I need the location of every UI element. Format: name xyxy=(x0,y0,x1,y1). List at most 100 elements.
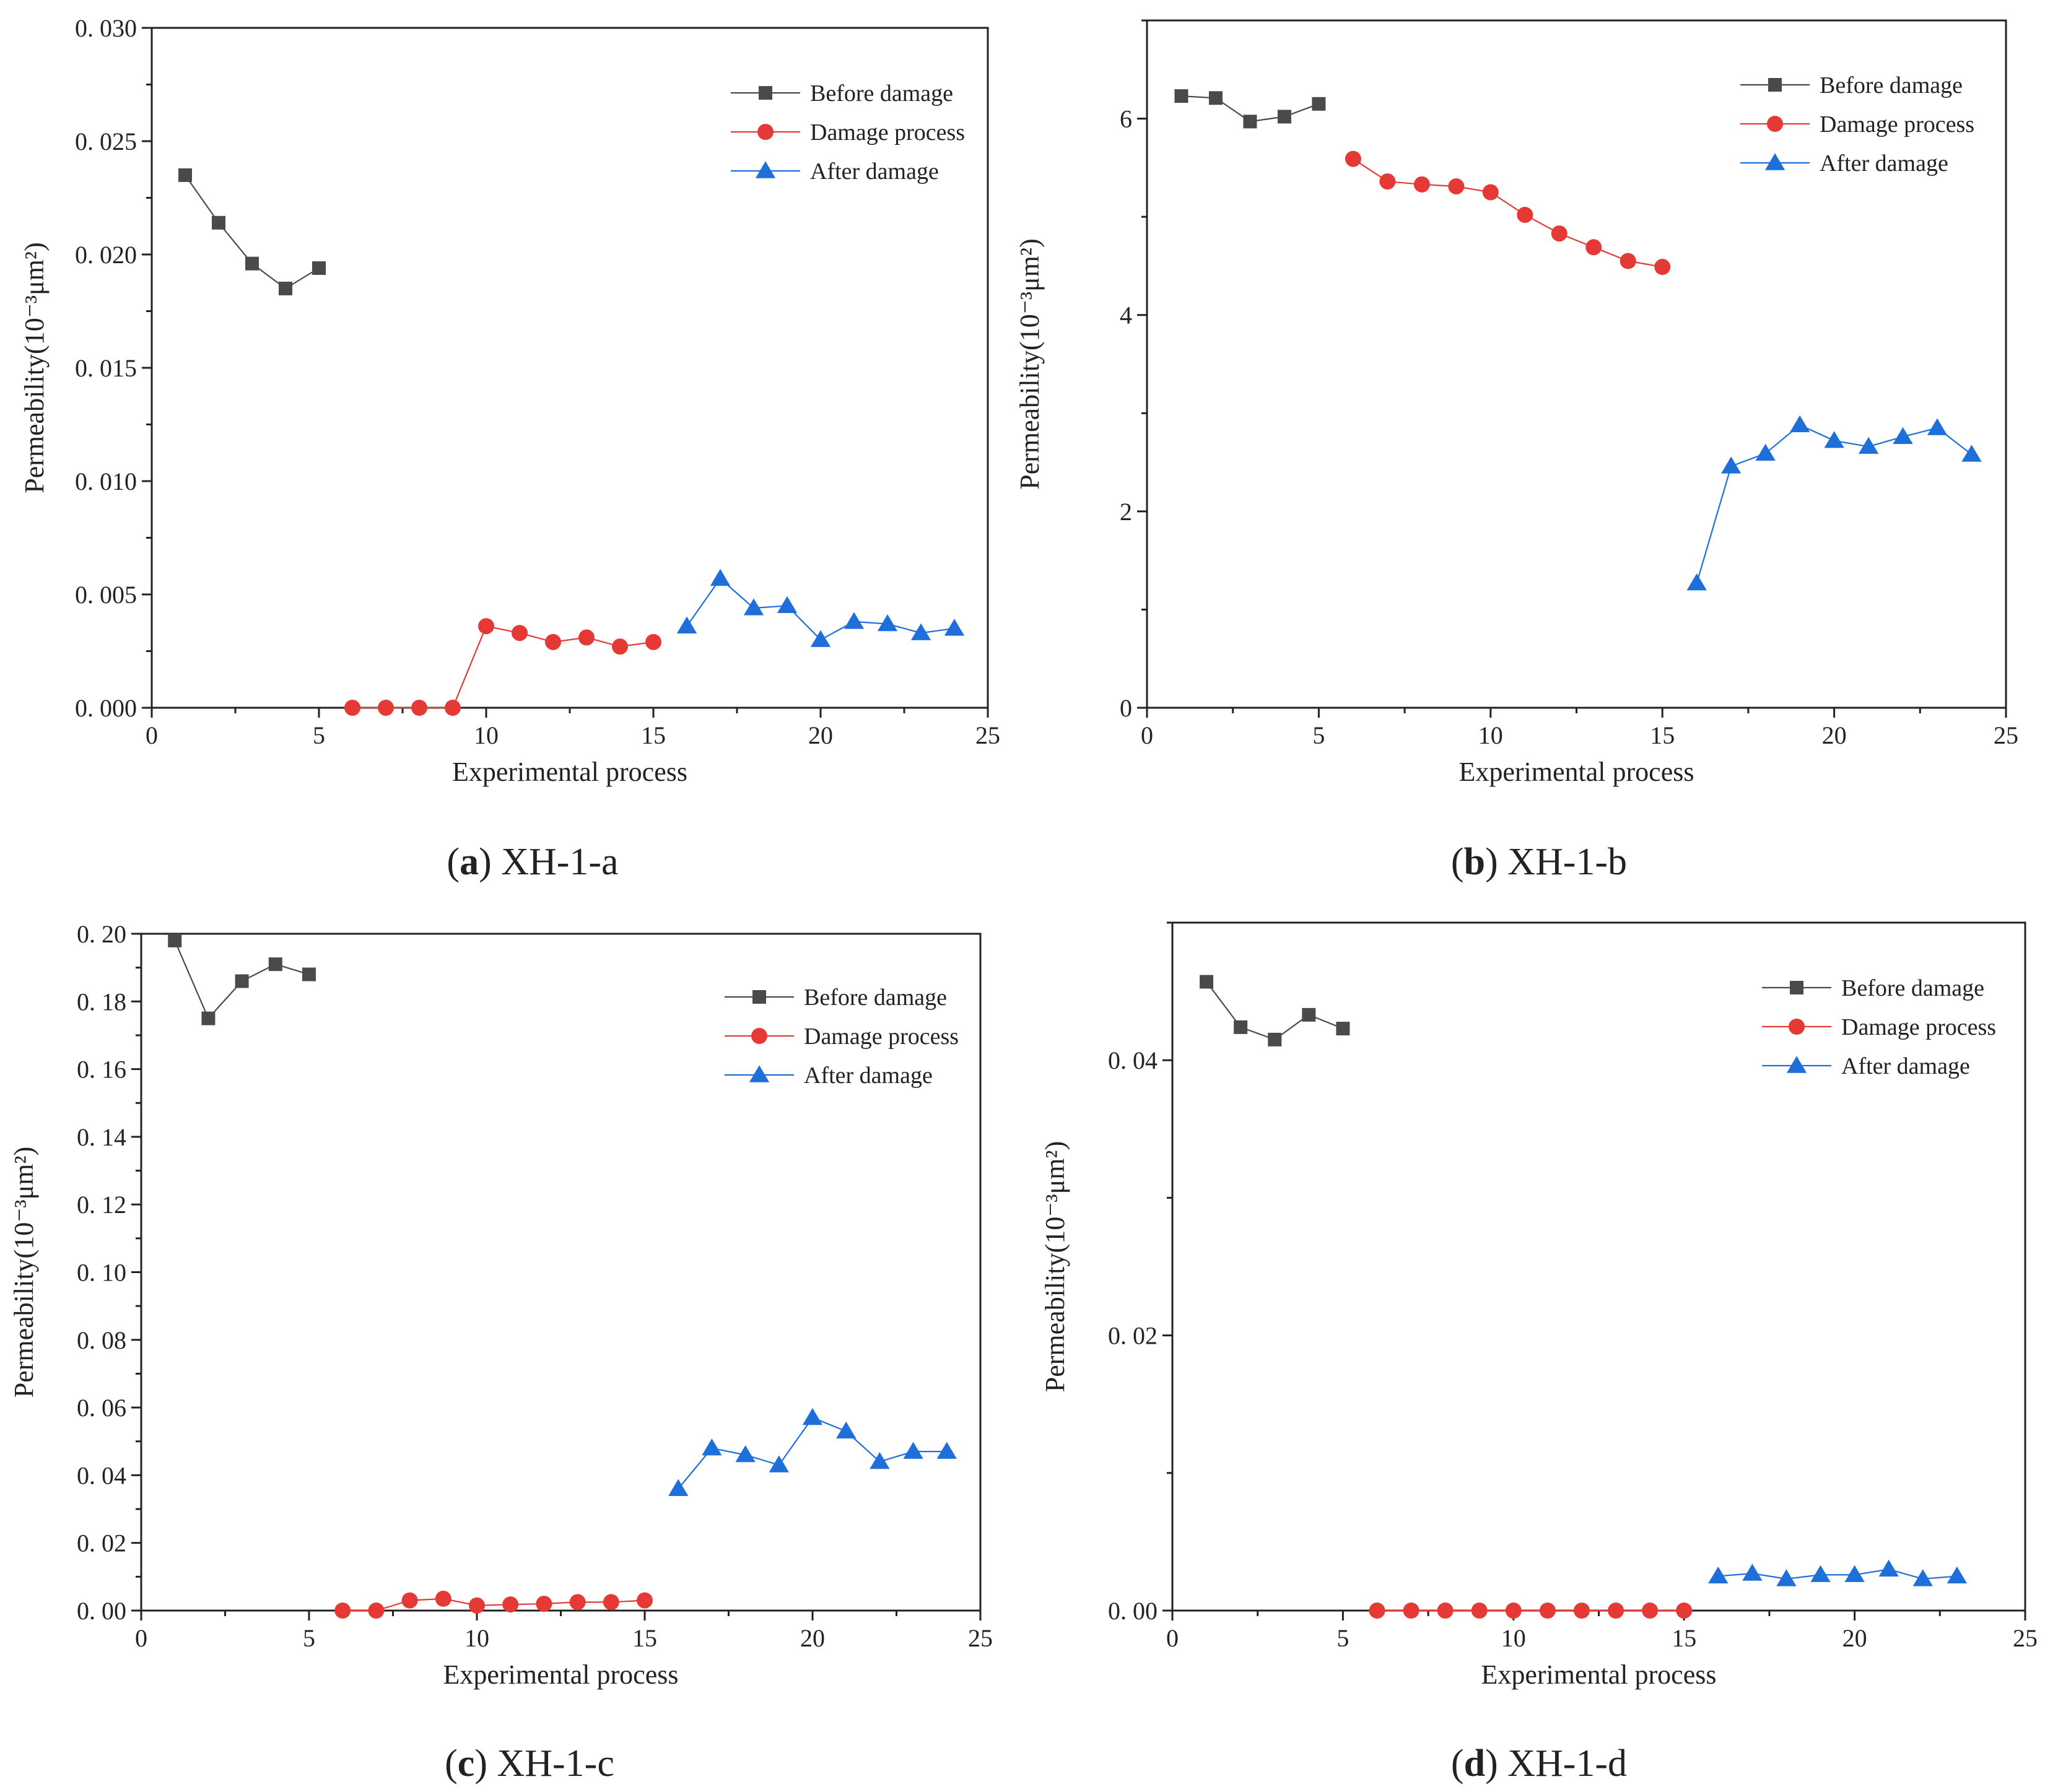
caption-letter: a xyxy=(460,841,479,883)
data-point xyxy=(1517,206,1533,223)
data-point xyxy=(944,619,965,636)
caption-text: XH-1-b xyxy=(1507,841,1627,883)
x-tick-label: 10 xyxy=(1478,721,1503,749)
data-point xyxy=(1721,456,1742,474)
y-tick-label: 0. 04 xyxy=(1108,1046,1158,1074)
data-point xyxy=(603,1594,619,1611)
legend: Before damage Damage process After damage xyxy=(1762,975,1996,1079)
x-tick-label: 25 xyxy=(1994,721,2018,749)
series-after-damage xyxy=(1686,415,1982,591)
legend: Before damage Damage process After damage xyxy=(1740,72,1974,176)
y-tick-label: 0. 08 xyxy=(77,1326,126,1354)
data-point xyxy=(344,700,360,716)
caption-close-paren: ) xyxy=(1485,1742,1507,1785)
data-point xyxy=(1174,89,1188,103)
data-point xyxy=(1608,1603,1624,1619)
data-point xyxy=(1448,178,1465,194)
y-tick-label: 0. 04 xyxy=(77,1461,126,1489)
caption-letter: d xyxy=(1464,1742,1485,1785)
y-tick-label: 0. 025 xyxy=(75,128,137,155)
data-point xyxy=(1336,1022,1350,1036)
series-before-damage xyxy=(1174,89,1326,129)
x-tick-label: 5 xyxy=(1336,1624,1349,1652)
data-point xyxy=(302,967,316,981)
y-tick-label: 0 xyxy=(1120,694,1132,722)
data-point xyxy=(777,596,798,613)
panel-caption: (c) XH-1-c xyxy=(445,1742,614,1785)
data-point xyxy=(1200,975,1214,989)
y-tick-label: 0. 18 xyxy=(77,988,126,1016)
data-point xyxy=(201,1011,216,1025)
data-point xyxy=(435,1590,451,1607)
data-point xyxy=(1403,1603,1419,1619)
series-before-damage xyxy=(168,933,316,1025)
data-point xyxy=(1620,253,1636,269)
data-point xyxy=(1893,427,1913,445)
data-point xyxy=(1369,1603,1385,1619)
series-line xyxy=(185,175,320,290)
legend-label: Damage process xyxy=(1820,111,1974,137)
x-tick-label: 0 xyxy=(135,1624,147,1652)
data-point xyxy=(235,974,249,988)
y-tick-label: 2 xyxy=(1120,498,1132,526)
x-tick-label: 5 xyxy=(303,1624,315,1652)
data-point xyxy=(1312,97,1326,111)
y-tick-label: 0. 020 xyxy=(75,241,137,269)
data-point xyxy=(702,1438,722,1456)
legend-label: Before damage xyxy=(810,80,953,107)
data-point xyxy=(334,1603,351,1619)
series-after-damage xyxy=(1708,1559,1967,1586)
y-tick-label: 0. 005 xyxy=(75,581,137,609)
x-tick-label: 15 xyxy=(641,721,666,749)
caption-letter: c xyxy=(458,1742,475,1785)
data-point xyxy=(1585,239,1602,256)
y-tick-label: 0. 000 xyxy=(75,694,137,722)
data-point xyxy=(245,256,259,271)
data-point xyxy=(1243,115,1257,129)
series-damage-process xyxy=(344,618,661,716)
chart-panel-XH-1-b: 0 5 10 15 20 25 0 2 4 6 Experimental process Permea… xyxy=(1014,19,2018,883)
data-point xyxy=(578,629,595,646)
data-point xyxy=(1277,110,1291,124)
legend-marker xyxy=(1786,1056,1807,1073)
y-tick-label: 0. 16 xyxy=(77,1056,126,1084)
x-tick-label: 25 xyxy=(968,1624,993,1652)
data-point xyxy=(1912,1569,1933,1586)
series-after-damage xyxy=(676,568,965,647)
caption-open-paren: ( xyxy=(447,841,460,883)
data-point xyxy=(676,616,697,633)
data-point xyxy=(1437,1603,1454,1619)
panel-caption: (b) XH-1-b xyxy=(1451,841,1627,883)
legend-marker xyxy=(752,990,766,1004)
series-line xyxy=(342,1598,645,1612)
y-tick-label: 0. 12 xyxy=(77,1191,126,1219)
data-point xyxy=(1642,1603,1659,1619)
data-point xyxy=(1844,1565,1865,1582)
legend-marker xyxy=(1768,78,1782,92)
y-tick-label: 0. 02 xyxy=(1108,1322,1158,1350)
x-tick-label: 5 xyxy=(1312,721,1325,749)
data-point xyxy=(1413,176,1430,193)
series-damage-process xyxy=(1345,150,1671,276)
legend-label: After damage xyxy=(804,1063,933,1089)
data-point xyxy=(844,612,865,629)
x-tick-label: 20 xyxy=(808,721,833,749)
x-tick-label: 15 xyxy=(1650,721,1675,749)
data-point xyxy=(637,1592,653,1609)
x-tick-label: 25 xyxy=(2013,1624,2038,1652)
legend-marker xyxy=(1764,153,1786,170)
data-point xyxy=(1482,184,1499,201)
x-tick-label: 15 xyxy=(632,1624,657,1652)
legend-label: Before damage xyxy=(1841,975,1984,1001)
series-line xyxy=(1696,424,1973,583)
data-point xyxy=(1573,1603,1590,1619)
caption-text: XH-1-a xyxy=(501,841,618,883)
x-tick-label: 15 xyxy=(1672,1624,1696,1652)
series-line xyxy=(1206,981,1343,1041)
series-line xyxy=(1353,158,1663,268)
chart-panel-XH-1-a: 0 5 10 15 20 25 0. 000 0. 005 0. 010 0. 015 0. 020… xyxy=(19,14,1000,883)
data-point xyxy=(279,281,292,295)
data-point xyxy=(1708,1566,1729,1584)
data-point xyxy=(1927,418,1948,435)
